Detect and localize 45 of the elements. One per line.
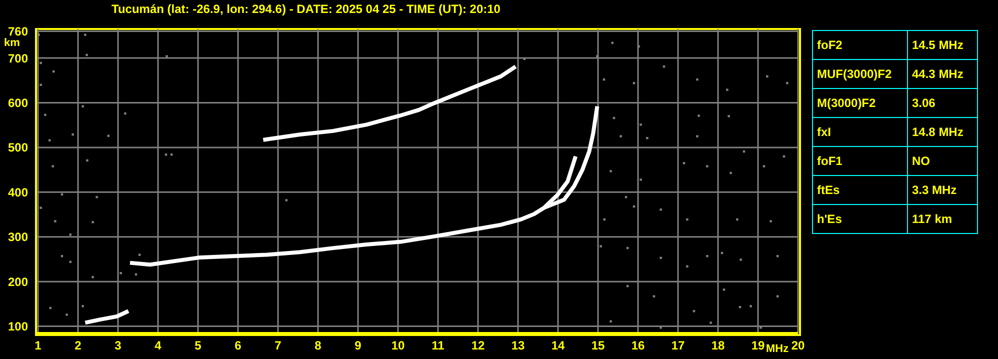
x-tick-label: 11 — [432, 338, 445, 353]
y-tick-label: 100 — [8, 320, 28, 334]
y-tick-label: 600 — [8, 96, 28, 110]
text: 14.8 MHz — [908, 118, 978, 146]
x-tick-label: 4 — [154, 338, 162, 353]
text: foF2 — [812, 30, 908, 60]
x-tick-label: 5 — [194, 338, 202, 353]
text: 3.06 — [908, 88, 978, 118]
x-tick-label: 13 — [511, 338, 525, 353]
y-tick-label: 760 — [8, 24, 28, 38]
x-tick-label: 14 — [551, 338, 565, 353]
x-axis-title: MHz — [766, 343, 789, 355]
y-tick-label: 200 — [8, 274, 28, 289]
x-tick-label: 8 — [314, 338, 322, 353]
y-tick-label: 400 — [8, 185, 28, 200]
y-tick-label: 300 — [8, 230, 28, 244]
x-tick-label: 18 — [711, 338, 725, 353]
text: h'Es — [812, 204, 908, 234]
text: ftEs — [812, 176, 908, 204]
x-tick-label: 20 — [791, 338, 805, 353]
text: 14.5 MHz — [908, 30, 978, 60]
y-tick-label: 500 — [8, 140, 28, 155]
x-tick-label: 12 — [471, 338, 485, 353]
text: NO — [908, 146, 978, 176]
x-tick-label: 16 — [631, 338, 645, 353]
x-tick-label: 9 — [354, 338, 362, 353]
text: fxI — [812, 118, 908, 146]
text: 117 km — [908, 204, 978, 234]
x-tick-label: 10 — [391, 338, 405, 353]
text: M(3000)F2 — [812, 88, 908, 118]
y-axis-title: km — [4, 37, 20, 49]
x-tick-label: 19 — [751, 338, 765, 353]
text: 3.3 MHz — [908, 176, 978, 204]
y-tick-label: 700 — [8, 51, 28, 66]
text: 44.3 MHz — [908, 60, 978, 88]
x-tick-label: 3 — [114, 338, 122, 353]
x-tick-label: 7 — [274, 338, 282, 353]
x-tick-label: 15 — [591, 338, 605, 353]
text: foF1 — [812, 146, 908, 176]
x-tick-label: 6 — [234, 338, 242, 353]
x-tick-label: 2 — [74, 338, 82, 353]
x-tick-label: 1 — [34, 338, 42, 353]
chart-title: Tucumán (lat: -26.9, lon: 294.6) - DATE: 2025 04 25 - TIME (UT): 20:10 — [110, 2, 502, 16]
x-tick-label: 17 — [671, 338, 685, 353]
text: MUF(3000)F2 — [812, 60, 908, 88]
